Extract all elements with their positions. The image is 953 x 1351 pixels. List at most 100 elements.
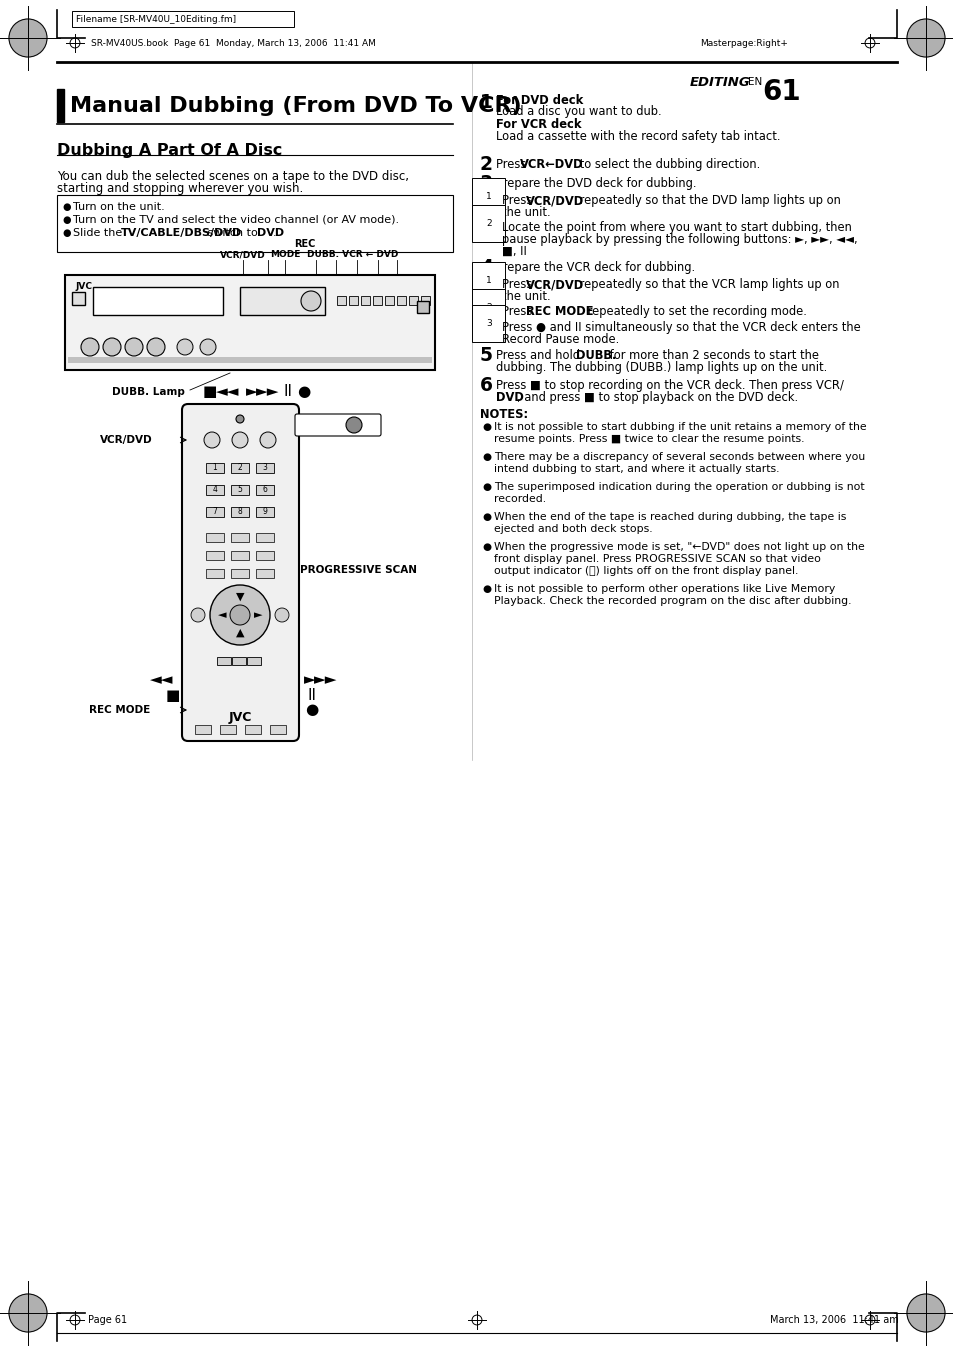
Bar: [373, 296, 381, 305]
Text: 3: 3: [485, 319, 491, 328]
Text: Slide the: Slide the: [73, 228, 126, 238]
Circle shape: [147, 338, 165, 357]
Text: starting and stopping wherever you wish.: starting and stopping wherever you wish.: [57, 182, 303, 195]
Text: CABLE/DBS  TV: CABLE/DBS TV: [299, 423, 357, 432]
Text: repeatedly to set the recording mode.: repeatedly to set the recording mode.: [583, 305, 806, 317]
Text: ◄: ◄: [217, 611, 226, 620]
Bar: [231, 485, 249, 494]
Bar: [255, 485, 274, 494]
Text: 8: 8: [237, 508, 242, 516]
Text: II: II: [283, 385, 293, 400]
Text: repeatedly so that the DVD lamp lights up on: repeatedly so that the DVD lamp lights u…: [576, 195, 840, 207]
Bar: [71, 11, 294, 27]
Text: ◄◄: ◄◄: [216, 385, 239, 400]
Text: ●: ●: [62, 215, 71, 226]
Text: When the progressive mode is set, "←DVD" does not light up on the: When the progressive mode is set, "←DVD"…: [494, 542, 863, 553]
Text: the unit.: the unit.: [501, 205, 550, 219]
Text: intend dubbing to start, and where it actually starts.: intend dubbing to start, and where it ac…: [494, 463, 779, 474]
Circle shape: [210, 585, 270, 644]
Text: 2: 2: [479, 155, 493, 174]
Text: VCR/DVD: VCR/DVD: [525, 278, 583, 290]
Circle shape: [906, 19, 944, 57]
Text: switch to: switch to: [204, 228, 261, 238]
Bar: [232, 657, 246, 665]
Text: PROGRESSIVE SCAN: PROGRESSIVE SCAN: [299, 565, 416, 576]
Text: VCR/DVD: VCR/DVD: [525, 195, 583, 207]
Text: 1: 1: [213, 463, 217, 473]
Circle shape: [81, 338, 99, 357]
Bar: [255, 534, 274, 542]
Bar: [231, 534, 249, 542]
Text: for more than 2 seconds to start the: for more than 2 seconds to start the: [605, 349, 818, 362]
Text: DUBB.: DUBB.: [576, 349, 616, 362]
Bar: [231, 463, 249, 473]
Circle shape: [200, 339, 215, 355]
Text: JVC: JVC: [75, 282, 91, 290]
Circle shape: [260, 432, 275, 449]
Bar: [206, 485, 224, 494]
Text: Prepare the DVD deck for dubbing.: Prepare the DVD deck for dubbing.: [496, 177, 696, 190]
Text: There may be a discrepancy of several seconds between where you: There may be a discrepancy of several se…: [494, 453, 864, 462]
Text: 9: 9: [262, 508, 267, 516]
Circle shape: [232, 432, 248, 449]
Circle shape: [301, 290, 320, 311]
Text: II: II: [307, 688, 316, 703]
Text: Playback. Check the recorded program on the disc after dubbing.: Playback. Check the recorded program on …: [494, 596, 851, 607]
Text: resume points. Press ■ twice to clear the resume points.: resume points. Press ■ twice to clear th…: [494, 434, 803, 444]
Bar: [216, 657, 231, 665]
Text: SR-MV40US.book  Page 61  Monday, March 13, 2006  11:41 AM: SR-MV40US.book Page 61 Monday, March 13,…: [91, 38, 375, 47]
Text: For VCR deck: For VCR deck: [496, 118, 581, 131]
Bar: [231, 507, 249, 517]
Text: Press: Press: [501, 305, 536, 317]
Text: ■, II: ■, II: [501, 245, 526, 258]
Bar: [245, 725, 261, 734]
Text: ►: ►: [304, 673, 315, 688]
Circle shape: [177, 339, 193, 355]
Text: pause playback by pressing the following buttons: ►, ►►, ◄◄,: pause playback by pressing the following…: [501, 232, 857, 246]
Circle shape: [9, 1294, 47, 1332]
Bar: [255, 551, 274, 561]
Text: 6: 6: [479, 376, 493, 394]
Text: The superimposed indication during the operation or dubbing is not: The superimposed indication during the o…: [494, 482, 863, 492]
Bar: [270, 725, 286, 734]
Circle shape: [906, 1294, 944, 1332]
Text: to select the dubbing direction.: to select the dubbing direction.: [576, 158, 760, 172]
Text: Filename [SR-MV40U_10Editing.fm]: Filename [SR-MV40U_10Editing.fm]: [76, 15, 236, 23]
Text: Dubbing A Part Of A Disc: Dubbing A Part Of A Disc: [57, 143, 282, 158]
Bar: [68, 357, 432, 363]
Text: VCR/DVD: VCR/DVD: [100, 435, 152, 444]
Bar: [206, 569, 224, 578]
Text: ●: ●: [481, 453, 491, 462]
Text: 4: 4: [479, 258, 493, 277]
Text: DVD: DVD: [496, 390, 523, 404]
Text: 3: 3: [262, 463, 267, 473]
Text: ▼: ▼: [235, 592, 244, 603]
Text: EDITING: EDITING: [689, 76, 750, 89]
Bar: [220, 725, 235, 734]
Text: It is not possible to start dubbing if the unit retains a memory of the: It is not possible to start dubbing if t…: [494, 422, 865, 432]
Text: Press ■ to stop recording on the VCR deck. Then press VCR/: Press ■ to stop recording on the VCR dec…: [496, 380, 843, 392]
Circle shape: [346, 417, 361, 434]
Text: You can dub the selected scenes on a tape to the DVD disc,: You can dub the selected scenes on a tap…: [57, 170, 409, 182]
Bar: [65, 276, 435, 370]
Bar: [349, 296, 357, 305]
Circle shape: [103, 338, 121, 357]
Bar: [206, 551, 224, 561]
Text: DUBB. VCR ← DVD: DUBB. VCR ← DVD: [307, 250, 398, 259]
Circle shape: [191, 608, 205, 621]
Text: 2: 2: [485, 219, 491, 228]
Text: .: .: [273, 228, 276, 238]
Text: Press and hold: Press and hold: [496, 349, 583, 362]
Text: Press: Press: [496, 158, 530, 172]
Text: DVD: DVD: [256, 228, 284, 238]
Bar: [255, 507, 274, 517]
Bar: [71, 292, 85, 305]
Bar: [206, 534, 224, 542]
Bar: [336, 296, 346, 305]
Text: ◄◄: ◄◄: [150, 673, 172, 688]
Bar: [416, 301, 429, 313]
Bar: [396, 296, 406, 305]
Text: ●: ●: [481, 584, 491, 594]
Circle shape: [204, 432, 220, 449]
Bar: [360, 296, 370, 305]
